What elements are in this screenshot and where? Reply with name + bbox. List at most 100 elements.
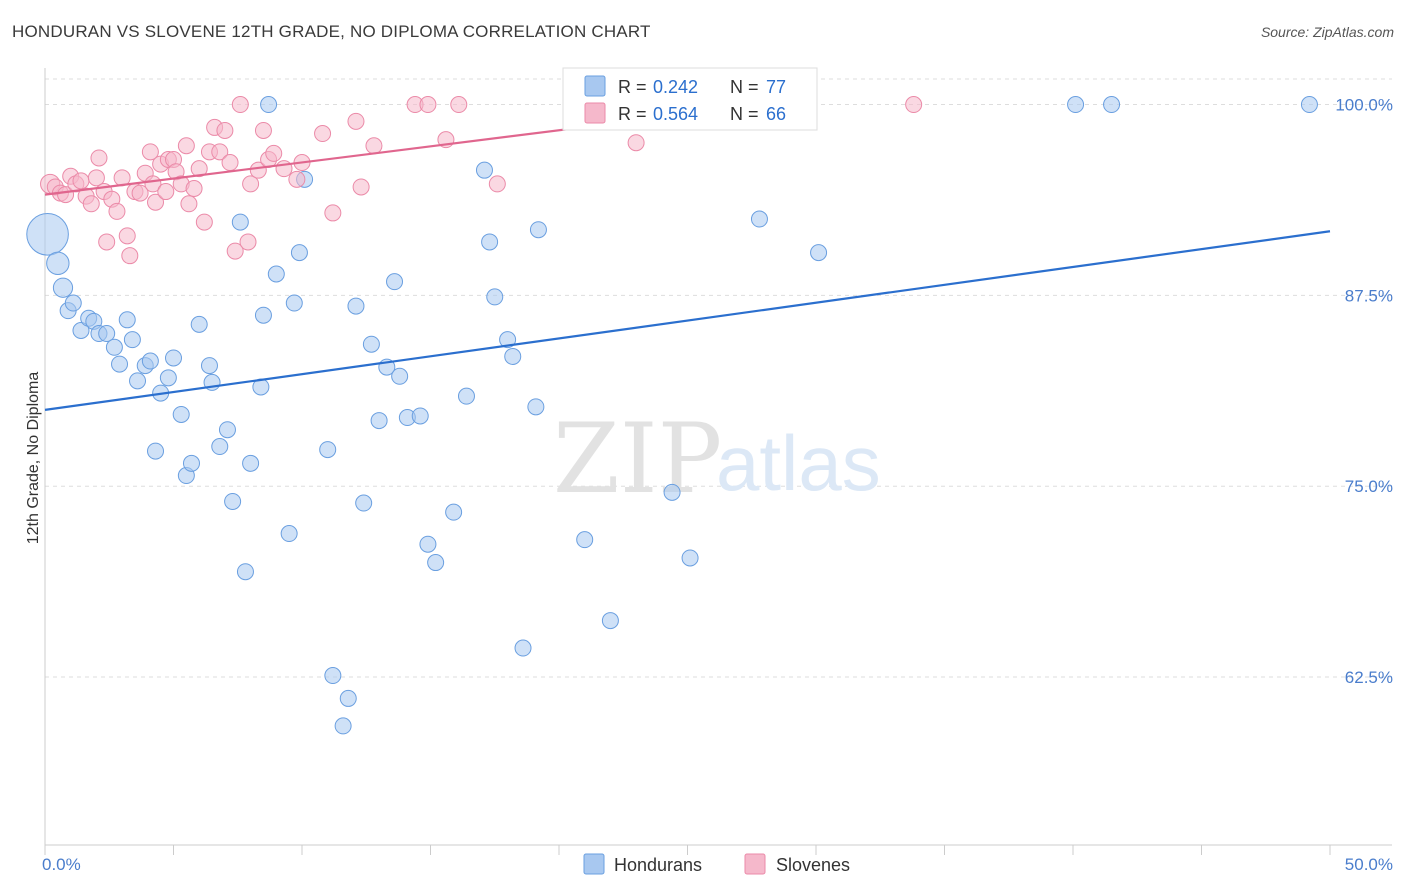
honduran-point bbox=[810, 244, 828, 262]
legend-n-label-pink: N = bbox=[730, 104, 759, 124]
chart-title: HONDURAN VS SLOVENE 12TH GRADE, NO DIPLO… bbox=[12, 22, 651, 41]
honduran-point bbox=[190, 315, 208, 333]
watermark-zip: ZIP bbox=[553, 403, 722, 515]
honduran-point bbox=[267, 265, 285, 283]
slovene-point bbox=[239, 233, 257, 251]
honduran-point bbox=[182, 454, 200, 472]
honduran-point bbox=[427, 554, 445, 572]
slovene-point bbox=[157, 183, 175, 201]
honduran-point bbox=[64, 294, 82, 312]
honduran-point bbox=[1103, 96, 1121, 114]
honduran-point bbox=[26, 213, 69, 256]
honduran-point bbox=[290, 244, 308, 262]
honduran-point bbox=[165, 349, 182, 367]
honduran-point bbox=[72, 321, 90, 339]
honduran-point bbox=[1067, 96, 1085, 114]
honduran-point bbox=[386, 273, 404, 291]
slovene-point bbox=[211, 143, 229, 161]
honduran-point bbox=[211, 438, 229, 456]
honduran-point bbox=[527, 398, 545, 416]
honduran-point bbox=[285, 294, 303, 312]
slovene-point bbox=[231, 96, 249, 114]
honduran-point bbox=[200, 357, 218, 375]
slovene-point bbox=[108, 202, 126, 220]
legend-r-label-blue: R = bbox=[618, 77, 647, 97]
honduran-point bbox=[141, 352, 159, 370]
honduran-point bbox=[419, 535, 437, 553]
honduran-point bbox=[391, 367, 409, 385]
honduran-point bbox=[105, 338, 123, 356]
y-axis-title: 12th Grade, No Diploma bbox=[25, 372, 42, 545]
honduran-point bbox=[46, 251, 70, 276]
slovene-point bbox=[118, 227, 136, 245]
slovene-point bbox=[347, 112, 365, 130]
series-legend: Hondurans Slovenes bbox=[583, 853, 850, 875]
x-tick-label-min: 0.0% bbox=[42, 855, 81, 874]
honduran-point bbox=[254, 306, 272, 324]
slovene-point bbox=[216, 121, 234, 139]
honduran-point bbox=[339, 689, 357, 707]
watermark: ZIP atlas bbox=[553, 403, 881, 515]
honduran-point bbox=[362, 335, 380, 353]
slovene-point bbox=[121, 247, 139, 265]
y-tick-label: 100.0% bbox=[1335, 96, 1393, 115]
honduran-point bbox=[319, 441, 337, 459]
honduran-point bbox=[514, 639, 532, 657]
slovene-point bbox=[226, 242, 244, 260]
watermark-atlas: atlas bbox=[716, 419, 881, 507]
honduran-point bbox=[681, 549, 699, 567]
honduran-point bbox=[411, 407, 429, 425]
honduran-point bbox=[334, 717, 352, 735]
slovene-point bbox=[177, 137, 195, 155]
honduran-point bbox=[159, 369, 177, 387]
honduran-point bbox=[52, 277, 74, 298]
honduran-point bbox=[445, 503, 463, 521]
slovene-point bbox=[98, 233, 116, 251]
slovene-point bbox=[185, 180, 203, 198]
slovene-point bbox=[627, 134, 645, 152]
honduran-point bbox=[324, 667, 342, 685]
axes: 0.0% 50.0% bbox=[42, 68, 1393, 874]
correlation-legend: R = 0.242 N = 77 R = 0.564 N = 66 bbox=[562, 67, 818, 131]
gridlines: 62.5% 75.0% 87.5% 100.0% bbox=[45, 78, 1393, 687]
legend-slovenes-swatch bbox=[744, 853, 766, 875]
slovene-point bbox=[147, 193, 165, 211]
slovene-point bbox=[141, 143, 159, 161]
honduran-point bbox=[1300, 96, 1318, 114]
legend-n-value-blue: 77 bbox=[766, 77, 786, 97]
legend-n-value-pink: 66 bbox=[766, 104, 786, 124]
honduran-point bbox=[280, 525, 298, 543]
slovene-point bbox=[905, 96, 923, 114]
source-label: Source: ZipAtlas.com bbox=[1260, 24, 1394, 40]
honduran-point bbox=[370, 412, 388, 430]
honduran-point bbox=[750, 210, 768, 228]
honduran-point bbox=[218, 421, 236, 439]
slovene-point bbox=[87, 169, 105, 187]
honduran-point bbox=[475, 161, 493, 179]
honduran-point bbox=[224, 492, 242, 510]
legend-n-label-blue: N = bbox=[730, 77, 759, 97]
honduran-point bbox=[529, 221, 547, 239]
slovene-point bbox=[131, 184, 149, 202]
legend-swatch-pink bbox=[584, 102, 606, 124]
honduran-point bbox=[663, 483, 681, 501]
honduran-point bbox=[576, 531, 594, 549]
honduran-point bbox=[260, 96, 278, 114]
slovene-point bbox=[314, 125, 332, 143]
slovene-point bbox=[265, 144, 283, 162]
slovene-point bbox=[450, 96, 468, 114]
slovene-point bbox=[72, 172, 90, 190]
slovene-point bbox=[90, 149, 108, 167]
honduran-point bbox=[123, 331, 141, 349]
honduran-point bbox=[172, 405, 190, 423]
x-tick-label-max: 50.0% bbox=[1345, 855, 1393, 874]
slovene-point bbox=[288, 170, 306, 188]
honduran-point bbox=[111, 355, 129, 373]
slovene-point bbox=[365, 137, 383, 155]
legend-r-label-pink: R = bbox=[618, 104, 647, 124]
legend-swatch-blue bbox=[584, 75, 606, 97]
honduran-point bbox=[504, 347, 522, 365]
slovene-point bbox=[180, 195, 198, 213]
slovene-point bbox=[249, 161, 267, 179]
